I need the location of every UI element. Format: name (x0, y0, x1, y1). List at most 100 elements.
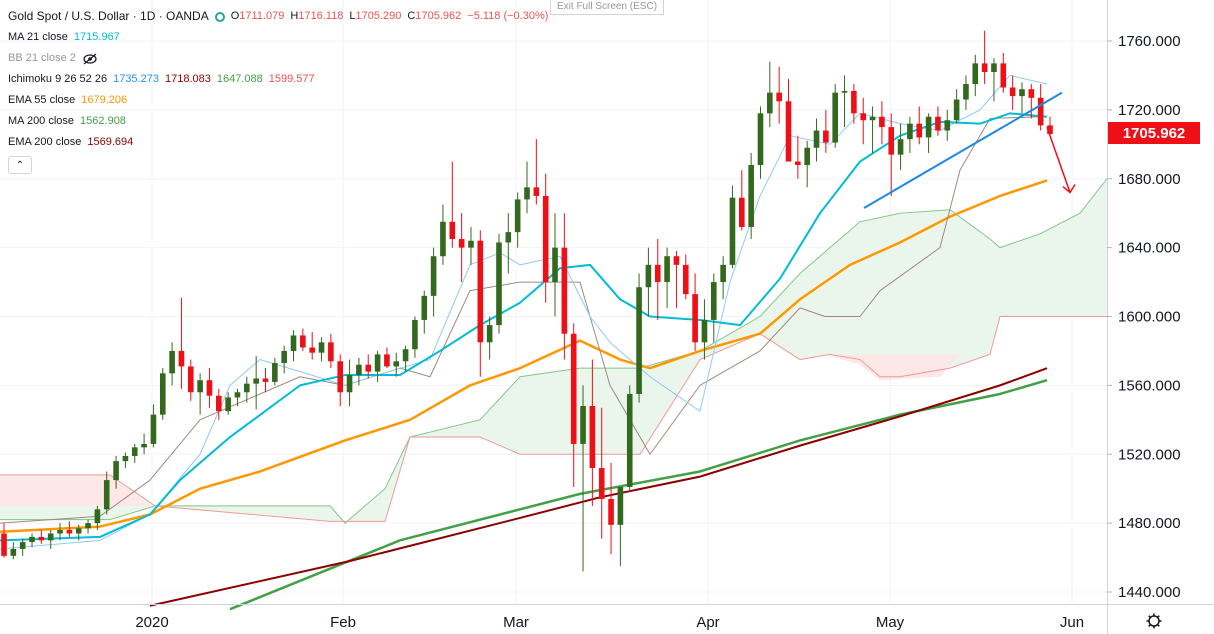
chart-legend: Gold Spot / U.S. Dollar · 1D · OANDA O17… (8, 6, 548, 174)
candle-body (972, 63, 979, 85)
candle-body (57, 530, 63, 534)
x-tick-label: 2020 (135, 614, 168, 631)
x-tick-label: May (876, 614, 905, 631)
indicator-name: EMA 55 close (8, 94, 76, 106)
candle-body (552, 247, 558, 283)
candle-body (888, 127, 895, 155)
y-tick-label: 1720.000 (1118, 102, 1181, 119)
candle-body (19, 542, 26, 549)
x-tick-label: Mar (503, 614, 529, 631)
candle-body (94, 509, 101, 524)
candle-body (589, 406, 596, 469)
candle-body (496, 242, 502, 326)
candle-body (776, 92, 782, 102)
y-tick-label: 1440.000 (1118, 584, 1181, 601)
candle-body (963, 84, 969, 100)
candle-body (440, 221, 446, 257)
candle-body (374, 354, 381, 372)
candle-body (710, 282, 717, 320)
candle-body (1037, 97, 1044, 126)
candle-body (785, 101, 792, 162)
ohlc-low: L1705.290 (349, 10, 402, 22)
candle-body (570, 333, 577, 444)
indicator-value: 1647.088 (216, 73, 263, 85)
collapse-legend-button[interactable]: ⌃ (8, 156, 32, 174)
candle-body (253, 378, 259, 384)
indicator-bb21[interactable]: BB 21 close 2 (8, 48, 548, 69)
ma21-line (0, 112, 1048, 542)
candle-body (795, 161, 801, 165)
market-status-icon (214, 11, 225, 22)
candle-body (748, 164, 754, 227)
indicator-value: 1679.206 (81, 94, 128, 106)
candle-body (421, 295, 428, 320)
indicator-ma200[interactable]: MA 200 close 1562.908 (8, 111, 548, 132)
candle-body (38, 536, 45, 541)
candle-body (1000, 63, 1007, 88)
candle-body (598, 468, 605, 500)
candle-body (692, 294, 698, 343)
indicator-name: EMA 200 close (8, 136, 82, 148)
candles (1, 30, 1053, 572)
candle-body (262, 378, 269, 382)
exit-fullscreen-button[interactable]: Exit Full Screen (ESC) (550, 0, 665, 15)
candle-body (150, 414, 157, 444)
gear-icon[interactable] (1146, 613, 1162, 629)
candle-body (384, 354, 390, 367)
y-tick-label: 1640.000 (1118, 240, 1181, 257)
candle-body (626, 393, 633, 487)
candle-body (673, 256, 680, 265)
y-tick-label: 1680.000 (1118, 171, 1181, 188)
candle-body (290, 335, 297, 351)
indicator-value: 1735.273 (113, 73, 159, 85)
candle-body (636, 287, 642, 394)
indicator-ema55[interactable]: EMA 55 close 1679.206 (8, 90, 548, 111)
y-tick-label: 1600.000 (1118, 309, 1181, 326)
candle-body (925, 116, 932, 138)
candle-body (216, 395, 222, 412)
candle-body (729, 197, 736, 265)
candle-body (813, 130, 820, 148)
candle-body (720, 264, 726, 283)
indicator-ema200[interactable]: EMA 200 close 1569.694 (8, 132, 548, 153)
indicator-value: 1562.908 (80, 115, 126, 127)
hidden-eye-icon[interactable] (82, 53, 98, 65)
candle-body (234, 392, 241, 398)
candle-body (29, 536, 35, 543)
candle-body (757, 113, 764, 165)
y-tick-label: 1520.000 (1118, 446, 1181, 463)
x-tick-label: Jun (1060, 614, 1084, 631)
ema200-line (149, 367, 1048, 607)
x-tick-label: Feb (330, 614, 356, 631)
indicator-name: Ichimoku 9 26 52 26 (8, 73, 108, 85)
symbol-title[interactable]: Gold Spot / U.S. Dollar · 1D · OANDA (8, 9, 209, 23)
indicator-name: MA 21 close (8, 31, 68, 43)
y-tick-label: 1480.000 (1118, 515, 1181, 532)
candle-body (309, 347, 315, 353)
candle-body (10, 548, 17, 556)
ohlc-change: −5.118 (−0.30%) (467, 10, 549, 22)
indicator-ichimoku[interactable]: Ichimoku 9 26 52 26 1735.273 1718.083 16… (8, 69, 548, 90)
candle-body (739, 197, 745, 227)
candle-body (159, 373, 166, 415)
candle-body (944, 120, 951, 131)
candle-body (430, 256, 437, 296)
candle-body (486, 325, 493, 343)
candle-body (346, 375, 353, 393)
candle-body (197, 380, 203, 393)
candle-body (664, 256, 670, 283)
candle-body (75, 528, 82, 534)
candle-body (337, 361, 344, 393)
candle-body (272, 362, 278, 382)
candle-body (645, 264, 652, 288)
ichimoku-cloud-bear (0, 474, 150, 506)
ohlc-close: C1705.962 (407, 10, 462, 22)
projection-arrow (1046, 126, 1071, 193)
ohlc-open: O1711.079 (230, 10, 285, 22)
candle-body (879, 116, 885, 128)
candle-body (356, 364, 362, 376)
indicator-ma21[interactable]: MA 21 close 1715.967 (8, 27, 548, 48)
candle-body (851, 90, 857, 114)
candle-body (225, 397, 231, 412)
